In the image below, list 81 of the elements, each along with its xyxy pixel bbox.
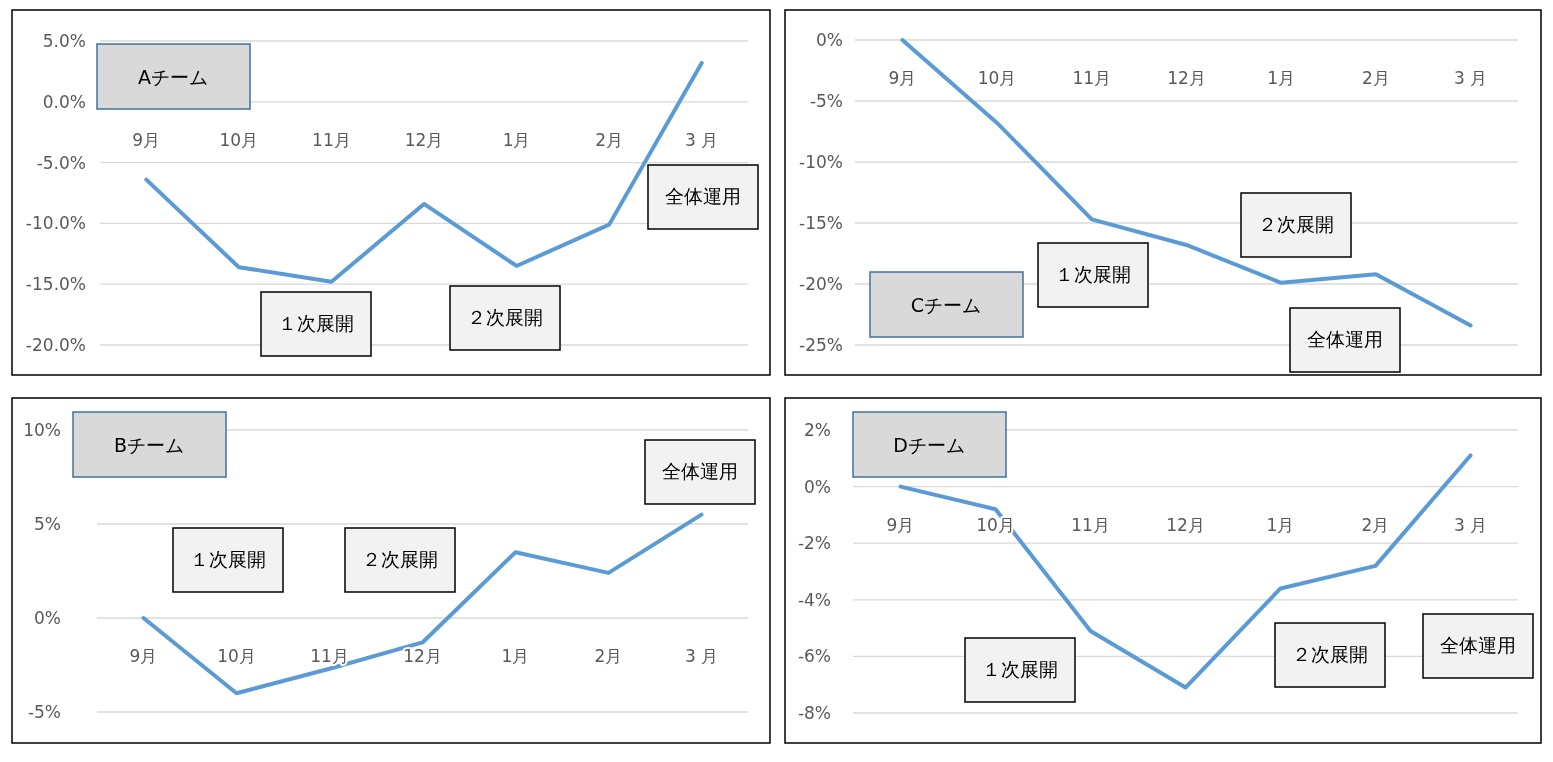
x-tick-label: 3 月 [1454, 68, 1488, 88]
annotation: ２次展開 [1258, 213, 1334, 235]
y-tick-label: 0.0% [42, 91, 86, 112]
annotation: １次展開 [190, 548, 266, 570]
annotation: ２次展開 [449, 285, 561, 351]
x-tick-label: 10月 [217, 646, 256, 666]
x-tick-label: 12月 [404, 129, 444, 150]
x-tick-label: 11月 [312, 129, 351, 150]
y-tick-label: -5% [809, 91, 843, 111]
title-box: Cチーム [869, 271, 1024, 338]
annotation: 全体運用 [1289, 307, 1401, 373]
annotation: 全体運用 [1440, 634, 1516, 656]
y-tick-label: -4% [797, 589, 831, 610]
chart-title: Dチーム [893, 434, 965, 456]
y-tick-label: -10% [799, 152, 843, 172]
x-tick-label: 12月 [1166, 514, 1205, 535]
y-tick-label: 2% [804, 420, 831, 440]
y-tick-label: -20.0% [25, 335, 86, 355]
y-tick-label: 0% [816, 30, 843, 50]
annotation: １次展開 [172, 527, 284, 593]
annotation: 全体運用 [1422, 613, 1534, 679]
y-tick-label: -10.0% [25, 213, 86, 234]
x-tick-label: 1月 [502, 129, 531, 150]
annotation: 全体運用 [662, 460, 738, 482]
y-tick-label: -5.0% [36, 152, 86, 173]
x-tick-label: 12月 [403, 646, 442, 666]
y-tick-label: 5% [34, 514, 61, 534]
x-tick-label: 9月 [888, 68, 917, 88]
y-tick-label: -20% [799, 274, 843, 294]
line-series [900, 38, 1473, 328]
x-tick-label: 9月 [132, 129, 161, 150]
annotation: 全体運用 [1307, 328, 1383, 350]
title-box: Dチーム [852, 411, 1007, 478]
annotation: １次展開 [982, 658, 1058, 680]
x-tick-label: 2月 [595, 129, 624, 150]
x-tick-label: 9月 [886, 514, 915, 535]
x-tick-label: 1月 [1267, 68, 1296, 88]
x-tick-label: 10月 [219, 129, 259, 150]
x-tick-label: 9月 [129, 646, 158, 666]
x-tick-label: 10月 [977, 68, 1017, 88]
y-tick-label: -6% [797, 646, 831, 667]
chart-title: Bチーム [113, 434, 185, 456]
title-box: Bチーム [72, 411, 227, 478]
x-tick-label: 3 月 [684, 646, 719, 666]
y-tick-label: -8% [797, 703, 831, 723]
annotation: １次展開 [1055, 263, 1131, 285]
x-tick-label: 11月 [1071, 514, 1110, 535]
x-tick-label: 1月 [501, 646, 530, 666]
x-tick-label: 3 月 [1453, 514, 1488, 535]
x-tick-label: 2月 [1362, 68, 1390, 88]
x-tick-label: 3 月 [685, 129, 719, 150]
y-tick-label: -5% [27, 702, 61, 722]
x-tick-label: 12月 [1167, 68, 1206, 88]
annotation: ２次展開 [1274, 622, 1386, 688]
title-box: Aチーム [96, 43, 251, 110]
y-tick-label: 10% [23, 420, 61, 440]
x-tick-label: 2月 [1361, 514, 1390, 535]
x-tick-label: 11月 [310, 646, 349, 666]
annotation: 全体運用 [647, 164, 759, 230]
annotation: 全体運用 [644, 439, 756, 505]
annotation: ２次展開 [467, 306, 543, 328]
annotation: １次展開 [1037, 242, 1149, 308]
annotation: ２次展開 [344, 527, 456, 593]
y-tick-label: 0% [804, 476, 831, 497]
y-tick-label: -15.0% [25, 274, 86, 295]
y-tick-label: -2% [797, 533, 831, 554]
line-series [141, 512, 704, 696]
annotation: １次展開 [278, 312, 354, 334]
annotation: ２次展開 [362, 548, 438, 570]
annotation: ２次展開 [1240, 192, 1352, 258]
annotation: 全体運用 [665, 185, 741, 207]
y-tick-label: 5.0% [42, 31, 86, 51]
y-tick-label: 0% [34, 608, 61, 628]
annotation: ２次展開 [1292, 643, 1368, 665]
annotation: １次展開 [260, 291, 372, 357]
x-tick-label: 2月 [594, 646, 623, 666]
y-tick-label: -25% [799, 335, 843, 355]
annotation: １次展開 [964, 637, 1076, 703]
y-tick-label: -15% [799, 213, 843, 233]
x-tick-label: 1月 [1266, 514, 1295, 535]
x-tick-label: 11月 [1072, 68, 1112, 88]
